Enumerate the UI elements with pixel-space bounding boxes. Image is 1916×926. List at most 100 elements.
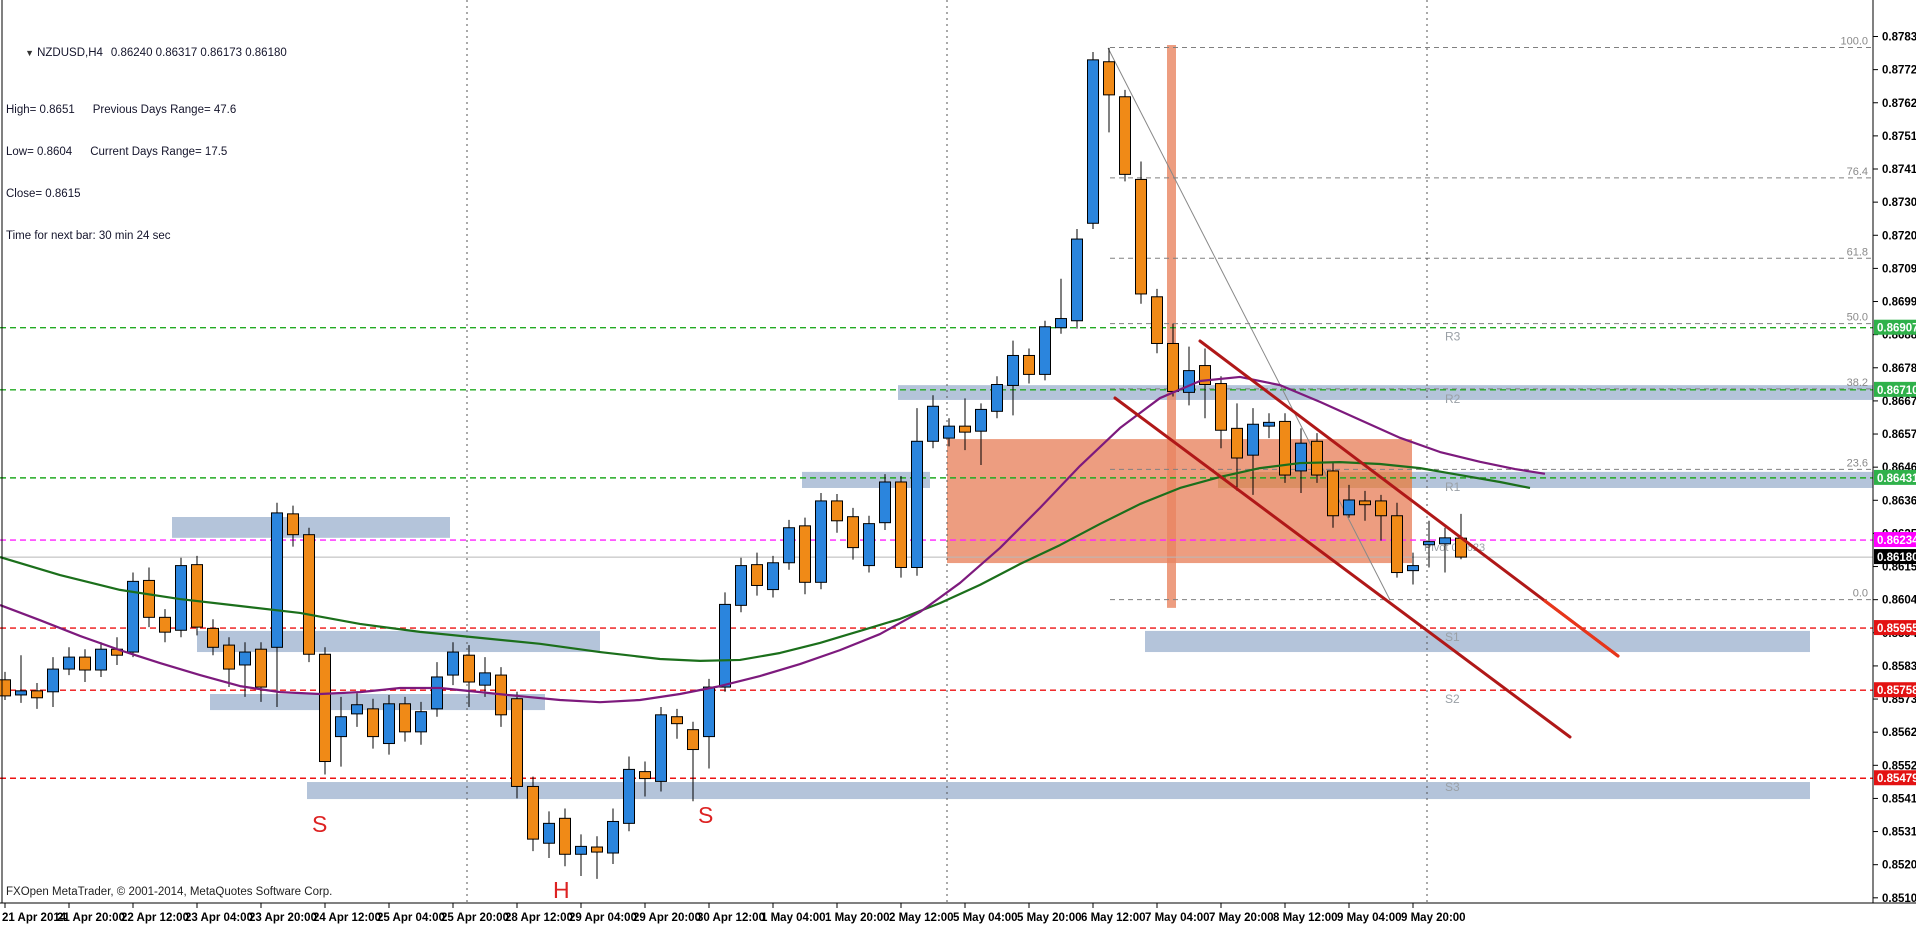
price-flag: [1874, 549, 1916, 565]
price-flag: [1874, 532, 1916, 548]
price-tick-label: 0.85835: [1882, 661, 1916, 673]
price-flag-label: 0.86180: [1877, 552, 1916, 564]
price-flag-label: 0.85479: [1877, 773, 1916, 785]
price-flag-label: 0.86710: [1877, 385, 1916, 397]
candle-down: [143, 579, 155, 618]
time-tick-label: 9 May 04:00: [1337, 912, 1402, 924]
candle-up: [1423, 541, 1435, 546]
candle-up: [1039, 326, 1051, 375]
shoulder-zone[interactable]: [172, 517, 450, 538]
slow-ma-green: [0, 461, 1531, 662]
candle-down: [799, 525, 811, 583]
symbol-dropdown-icon[interactable]: ▼: [25, 48, 35, 58]
price-flag-label: 0.85758: [1877, 685, 1916, 697]
time-tick-label: 21 Apr 20:00: [57, 912, 125, 924]
price-tick-label: 0.86045: [1882, 595, 1916, 607]
price-flag: [1874, 381, 1916, 397]
time-tick-label: 9 May 20:00: [1401, 912, 1466, 924]
support-zone-s2[interactable]: [210, 694, 545, 711]
time-tick-label: 29 Apr 04:00: [569, 912, 637, 924]
pivot-label-S3: S3: [1445, 780, 1460, 794]
candle-up: [1087, 59, 1099, 224]
candle-down: [1215, 383, 1227, 431]
fib-level-label: 38.2: [1847, 377, 1868, 389]
support-zone-s3[interactable]: [307, 782, 1810, 800]
candle-down: [319, 653, 331, 763]
pivot-label-S1: S1: [1445, 630, 1460, 644]
time-tick-label: 30 Apr 12:00: [697, 912, 765, 924]
pattern-letter-S: S: [698, 802, 713, 828]
candle-down: [1199, 365, 1211, 385]
candle-down: [559, 817, 571, 855]
chart-info-overlay: ▼ NZDUSD,H4 0.86240 0.86317 0.86173 0.8618…: [6, 4, 287, 271]
price-flag: [1874, 770, 1916, 786]
candle-down: [511, 698, 523, 787]
copyright-text: FXOpen MetaTrader, © 2001-2014, MetaQuot…: [6, 886, 333, 898]
candle-up: [735, 565, 747, 606]
candle-up: [863, 523, 875, 567]
candle-down: [1359, 500, 1371, 506]
stat-prev-range: Previous Days Range= 47.6: [92, 104, 237, 116]
candle-up: [447, 651, 459, 676]
stat-low: Low= 0.8604: [6, 146, 73, 158]
time-tick-label: 25 Apr 20:00: [441, 912, 509, 924]
candle-up: [415, 711, 427, 733]
event-vertical-bar[interactable]: [1167, 45, 1176, 608]
price-flag: [1874, 319, 1916, 335]
candle-up: [239, 651, 251, 666]
candle-up: [431, 676, 443, 710]
time-tick-label: 23 Apr 20:00: [249, 912, 317, 924]
time-tick-label: 2 May 12:00: [889, 912, 954, 924]
resistance-zone-r2[interactable]: [898, 385, 1873, 400]
ohlc-quotes: 0.86240 0.86317 0.86173 0.86180: [110, 47, 287, 59]
channel-line-lower[interactable]: [1113, 396, 1572, 739]
candle-up: [607, 820, 619, 854]
candle-up: [975, 408, 987, 432]
candle-down: [1327, 470, 1339, 517]
candle-up: [719, 603, 731, 688]
resistance-zone-r1-right[interactable]: [1412, 471, 1873, 488]
fib-level-label: 23.6: [1847, 457, 1868, 469]
channel-line-upper-ray[interactable]: [1543, 599, 1620, 658]
candle-down: [671, 716, 683, 725]
candle-down: [367, 708, 379, 738]
consolidation-rectangle[interactable]: [947, 439, 1412, 564]
candle-up: [815, 500, 827, 583]
candle-down: [1391, 515, 1403, 574]
candle-down: [207, 627, 219, 648]
fib-level-label: 61.8: [1847, 246, 1868, 258]
resistance-zone-r1-left[interactable]: [802, 471, 930, 488]
candle-up: [335, 716, 347, 738]
support-zone-s1-right[interactable]: [1145, 630, 1810, 653]
candle-up: [943, 425, 955, 439]
time-tick-label: 23 Apr 04:00: [185, 912, 253, 924]
candle-down: [527, 785, 539, 840]
candle-up: [783, 527, 795, 564]
fib-level-label: 0.0: [1853, 588, 1868, 600]
candle-down: [255, 648, 267, 688]
candle-up: [1183, 370, 1195, 393]
candle-up: [1295, 442, 1307, 472]
candle-down: [463, 654, 475, 683]
candle-up: [271, 512, 283, 648]
candle-down: [1311, 440, 1323, 476]
candle-up: [879, 481, 891, 524]
candle-down: [591, 846, 603, 853]
candle-down: [639, 771, 651, 780]
candle-down: [0, 679, 11, 697]
time-tick-label: 8 May 12:00: [1273, 912, 1338, 924]
candle-up: [1263, 421, 1275, 427]
time-tick-label: 7 May 04:00: [1145, 912, 1210, 924]
support-zone-s1-left[interactable]: [197, 630, 600, 653]
time-tick-label: 5 May 04:00: [953, 912, 1018, 924]
